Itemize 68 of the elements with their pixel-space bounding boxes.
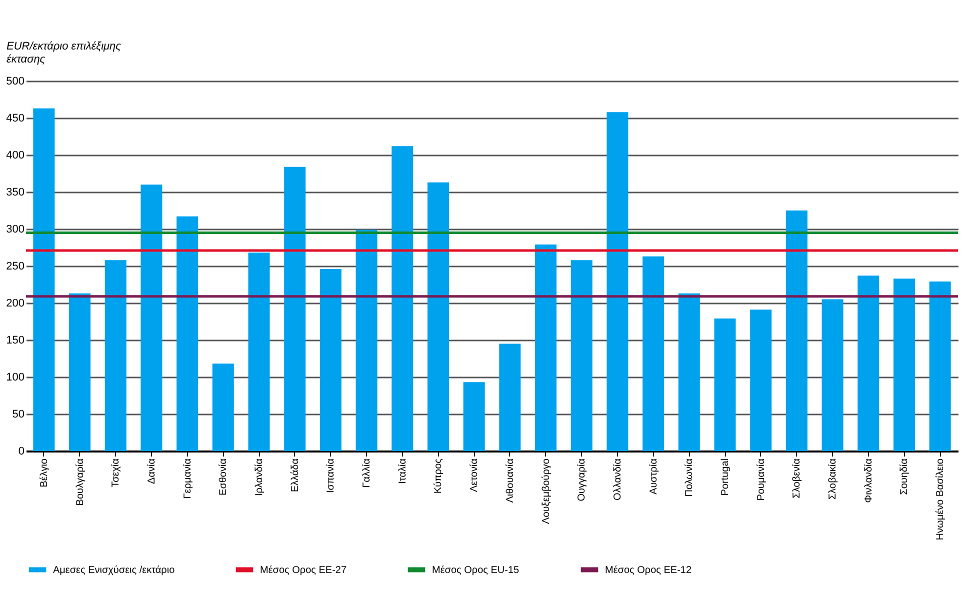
bar	[893, 278, 915, 451]
bar	[33, 108, 55, 451]
bar	[392, 146, 414, 451]
y-axis-title: EUR/εκτάριο επιλέξιμης έκτασης	[6, 40, 122, 66]
bar	[176, 216, 198, 451]
x-tick-label: Ολλανδία	[612, 458, 624, 500]
x-tick-label: Ιταλία	[397, 458, 408, 484]
bar	[463, 382, 485, 451]
bar	[678, 293, 700, 451]
bar	[248, 252, 270, 451]
x-tick-label: Φινλανδία	[863, 458, 874, 503]
x-tick-label: Ουγγαρία	[576, 458, 588, 502]
x-tick-label: Σλοβενία	[792, 458, 803, 498]
y-tick-label: 300	[6, 224, 24, 236]
bar	[427, 182, 449, 451]
x-tick-label: Σλοβακία	[828, 458, 839, 500]
bar	[356, 230, 378, 451]
y-tick-label: 200	[6, 298, 24, 310]
x-tick-label: Ελλάδα	[290, 458, 301, 492]
bar	[69, 293, 91, 451]
x-tick-label: Βέλγιο	[38, 458, 50, 488]
bar	[858, 276, 880, 451]
bar	[212, 364, 234, 451]
x-tick-label: Ρουμανία	[756, 458, 767, 501]
y-tick-label: 150	[6, 334, 24, 346]
x-tick-label: Γαλλία	[362, 458, 373, 488]
x-tick-label: Ιρλανδία	[254, 458, 265, 496]
y-tick-label: 400	[6, 150, 24, 162]
x-tick-label: Ηνωμένο Βασίλειο	[935, 458, 946, 540]
y-tick-label: 0	[18, 446, 24, 458]
x-tick-label: Portugal	[720, 458, 731, 496]
y-tick-label: 250	[6, 260, 24, 272]
x-tick-label: Σουηδία	[899, 458, 910, 495]
bar	[642, 256, 664, 451]
x-tick-label: Δανία	[146, 458, 158, 484]
bar	[786, 210, 808, 451]
x-tick-label: Τσεχία	[110, 458, 122, 488]
y-tick-label: 450	[6, 112, 24, 124]
legend-label: Μέσος Ορος ΕΕ-12	[605, 564, 692, 576]
x-tick-label: Κύπρος	[433, 458, 444, 494]
x-tick-label: Βουλγαρία	[74, 458, 86, 506]
bar	[750, 310, 772, 451]
bar	[822, 299, 844, 451]
x-tick-label: Λουξεμβούργο	[540, 458, 552, 524]
x-tick-label: Ισπανία	[326, 458, 337, 493]
bar	[535, 244, 557, 451]
bar	[320, 268, 342, 451]
bar	[104, 260, 126, 451]
legend-label: Αμεσες Ενισχύσεις /εκτάριο	[53, 564, 176, 576]
y-tick-label: 100	[6, 372, 24, 384]
y-tick-label: 50	[12, 408, 24, 420]
x-tick-label: Λετονία	[469, 458, 480, 492]
bar	[714, 318, 736, 451]
x-tick-label: Αυστρία	[648, 458, 660, 494]
bar	[284, 166, 306, 451]
x-tick-label: Εσθονία	[218, 458, 230, 496]
bar	[499, 344, 521, 451]
x-tick-label: Λιθουανία	[504, 458, 516, 503]
x-tick-label: Πολωνία	[684, 458, 696, 497]
bar	[606, 112, 628, 451]
bar	[570, 260, 592, 451]
legend-label: Μέσος Ορος ΕΕ-27	[260, 564, 347, 576]
x-tick-label: Γερμανία	[182, 458, 194, 499]
legend-label: Μέσος Ορος EU-15	[432, 564, 520, 576]
y-tick-label: 500	[6, 76, 24, 88]
bar	[929, 282, 951, 451]
y-tick-label: 350	[6, 186, 24, 198]
bar	[140, 184, 162, 451]
